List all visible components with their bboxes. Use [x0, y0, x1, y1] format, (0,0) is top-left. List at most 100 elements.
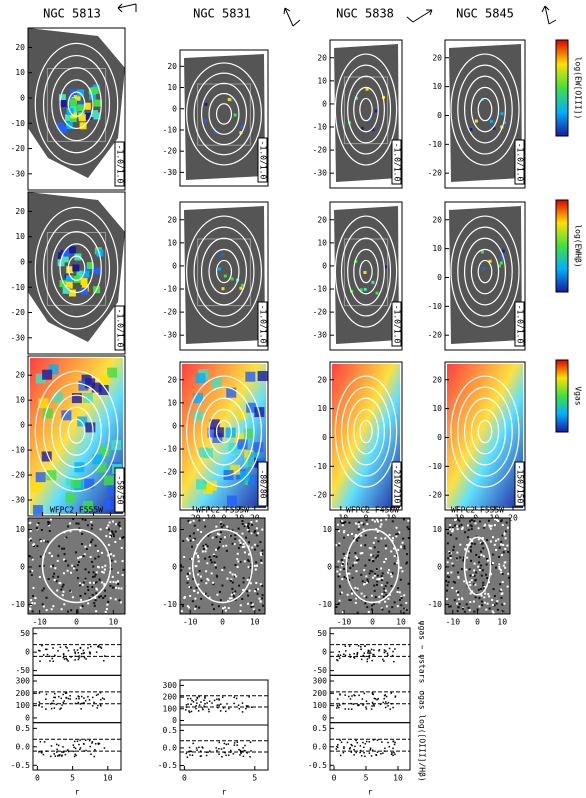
y-tick-label: 0 [20, 93, 25, 102]
noise [348, 579, 351, 582]
noise [95, 571, 98, 574]
noise [249, 566, 252, 569]
point [78, 657, 80, 659]
point [358, 694, 360, 697]
point [339, 754, 342, 757]
noise [109, 532, 112, 535]
noise [499, 569, 502, 572]
point [345, 650, 347, 652]
point [45, 750, 48, 752]
y-tick-label: 0 [322, 713, 327, 722]
point [216, 698, 218, 700]
noise [261, 549, 264, 552]
noise [252, 608, 255, 611]
isophote [42, 218, 111, 318]
noise [31, 595, 34, 598]
noise [114, 598, 117, 601]
noise [226, 525, 229, 528]
noise [247, 602, 250, 605]
point [62, 654, 65, 656]
noise [207, 595, 210, 598]
map-pixel [46, 470, 57, 481]
point [74, 655, 77, 658]
noise [496, 518, 499, 521]
map-pixel [94, 267, 102, 275]
noise [111, 520, 114, 523]
point [62, 746, 64, 748]
noise [469, 601, 472, 604]
noise [236, 552, 239, 555]
map-pixel [363, 270, 367, 274]
noise [249, 582, 252, 585]
noise [493, 543, 496, 546]
point [67, 660, 69, 662]
point [386, 652, 389, 655]
noise [376, 520, 379, 523]
noise [211, 603, 214, 606]
noise [105, 535, 108, 538]
y-tick-label: -20 [313, 146, 328, 155]
noise [372, 576, 375, 579]
point [84, 739, 87, 741]
noise [449, 533, 452, 536]
map-pixel [229, 98, 233, 102]
noise [194, 565, 197, 568]
isophote [59, 79, 94, 130]
noise [478, 520, 481, 523]
noise [492, 588, 495, 591]
map-pixel [82, 392, 93, 403]
noise [336, 570, 339, 573]
noise [188, 585, 191, 588]
point [392, 650, 394, 653]
noise [255, 520, 258, 523]
noise [234, 564, 237, 567]
isophote [51, 67, 102, 142]
map-pixel [61, 410, 72, 421]
point [235, 697, 238, 700]
noise [187, 519, 190, 522]
noise [455, 557, 458, 560]
noise [28, 555, 31, 558]
noise [189, 521, 192, 524]
noise [233, 592, 236, 595]
point [227, 743, 230, 745]
noise [204, 525, 207, 528]
map-pixel [198, 447, 209, 458]
noise [464, 548, 467, 551]
noise [97, 555, 100, 558]
map-pixel [245, 371, 256, 382]
noise [205, 547, 208, 550]
noise [43, 587, 46, 590]
noise [489, 540, 492, 543]
point [351, 695, 353, 697]
noise [188, 567, 191, 570]
isophote [208, 408, 240, 455]
noise [470, 579, 473, 582]
noise [76, 609, 79, 612]
isophote [359, 419, 373, 444]
point [371, 659, 373, 662]
point [195, 747, 198, 749]
point [52, 700, 55, 702]
noise [81, 518, 84, 521]
noise [464, 531, 467, 534]
point [369, 747, 372, 750]
noise [371, 554, 374, 557]
noise [502, 610, 505, 613]
map-panel [334, 44, 399, 182]
noise [358, 521, 361, 524]
point [249, 756, 251, 758]
noise [192, 577, 195, 580]
noise [100, 551, 103, 554]
noise [40, 540, 43, 543]
point [387, 654, 389, 656]
noise [337, 560, 340, 563]
point [218, 748, 220, 750]
noise [377, 540, 380, 543]
point [394, 648, 396, 650]
isophote [353, 86, 379, 133]
y-tick-label: 0 [25, 713, 30, 722]
noise [109, 580, 112, 583]
point [46, 648, 48, 651]
point [230, 749, 232, 752]
